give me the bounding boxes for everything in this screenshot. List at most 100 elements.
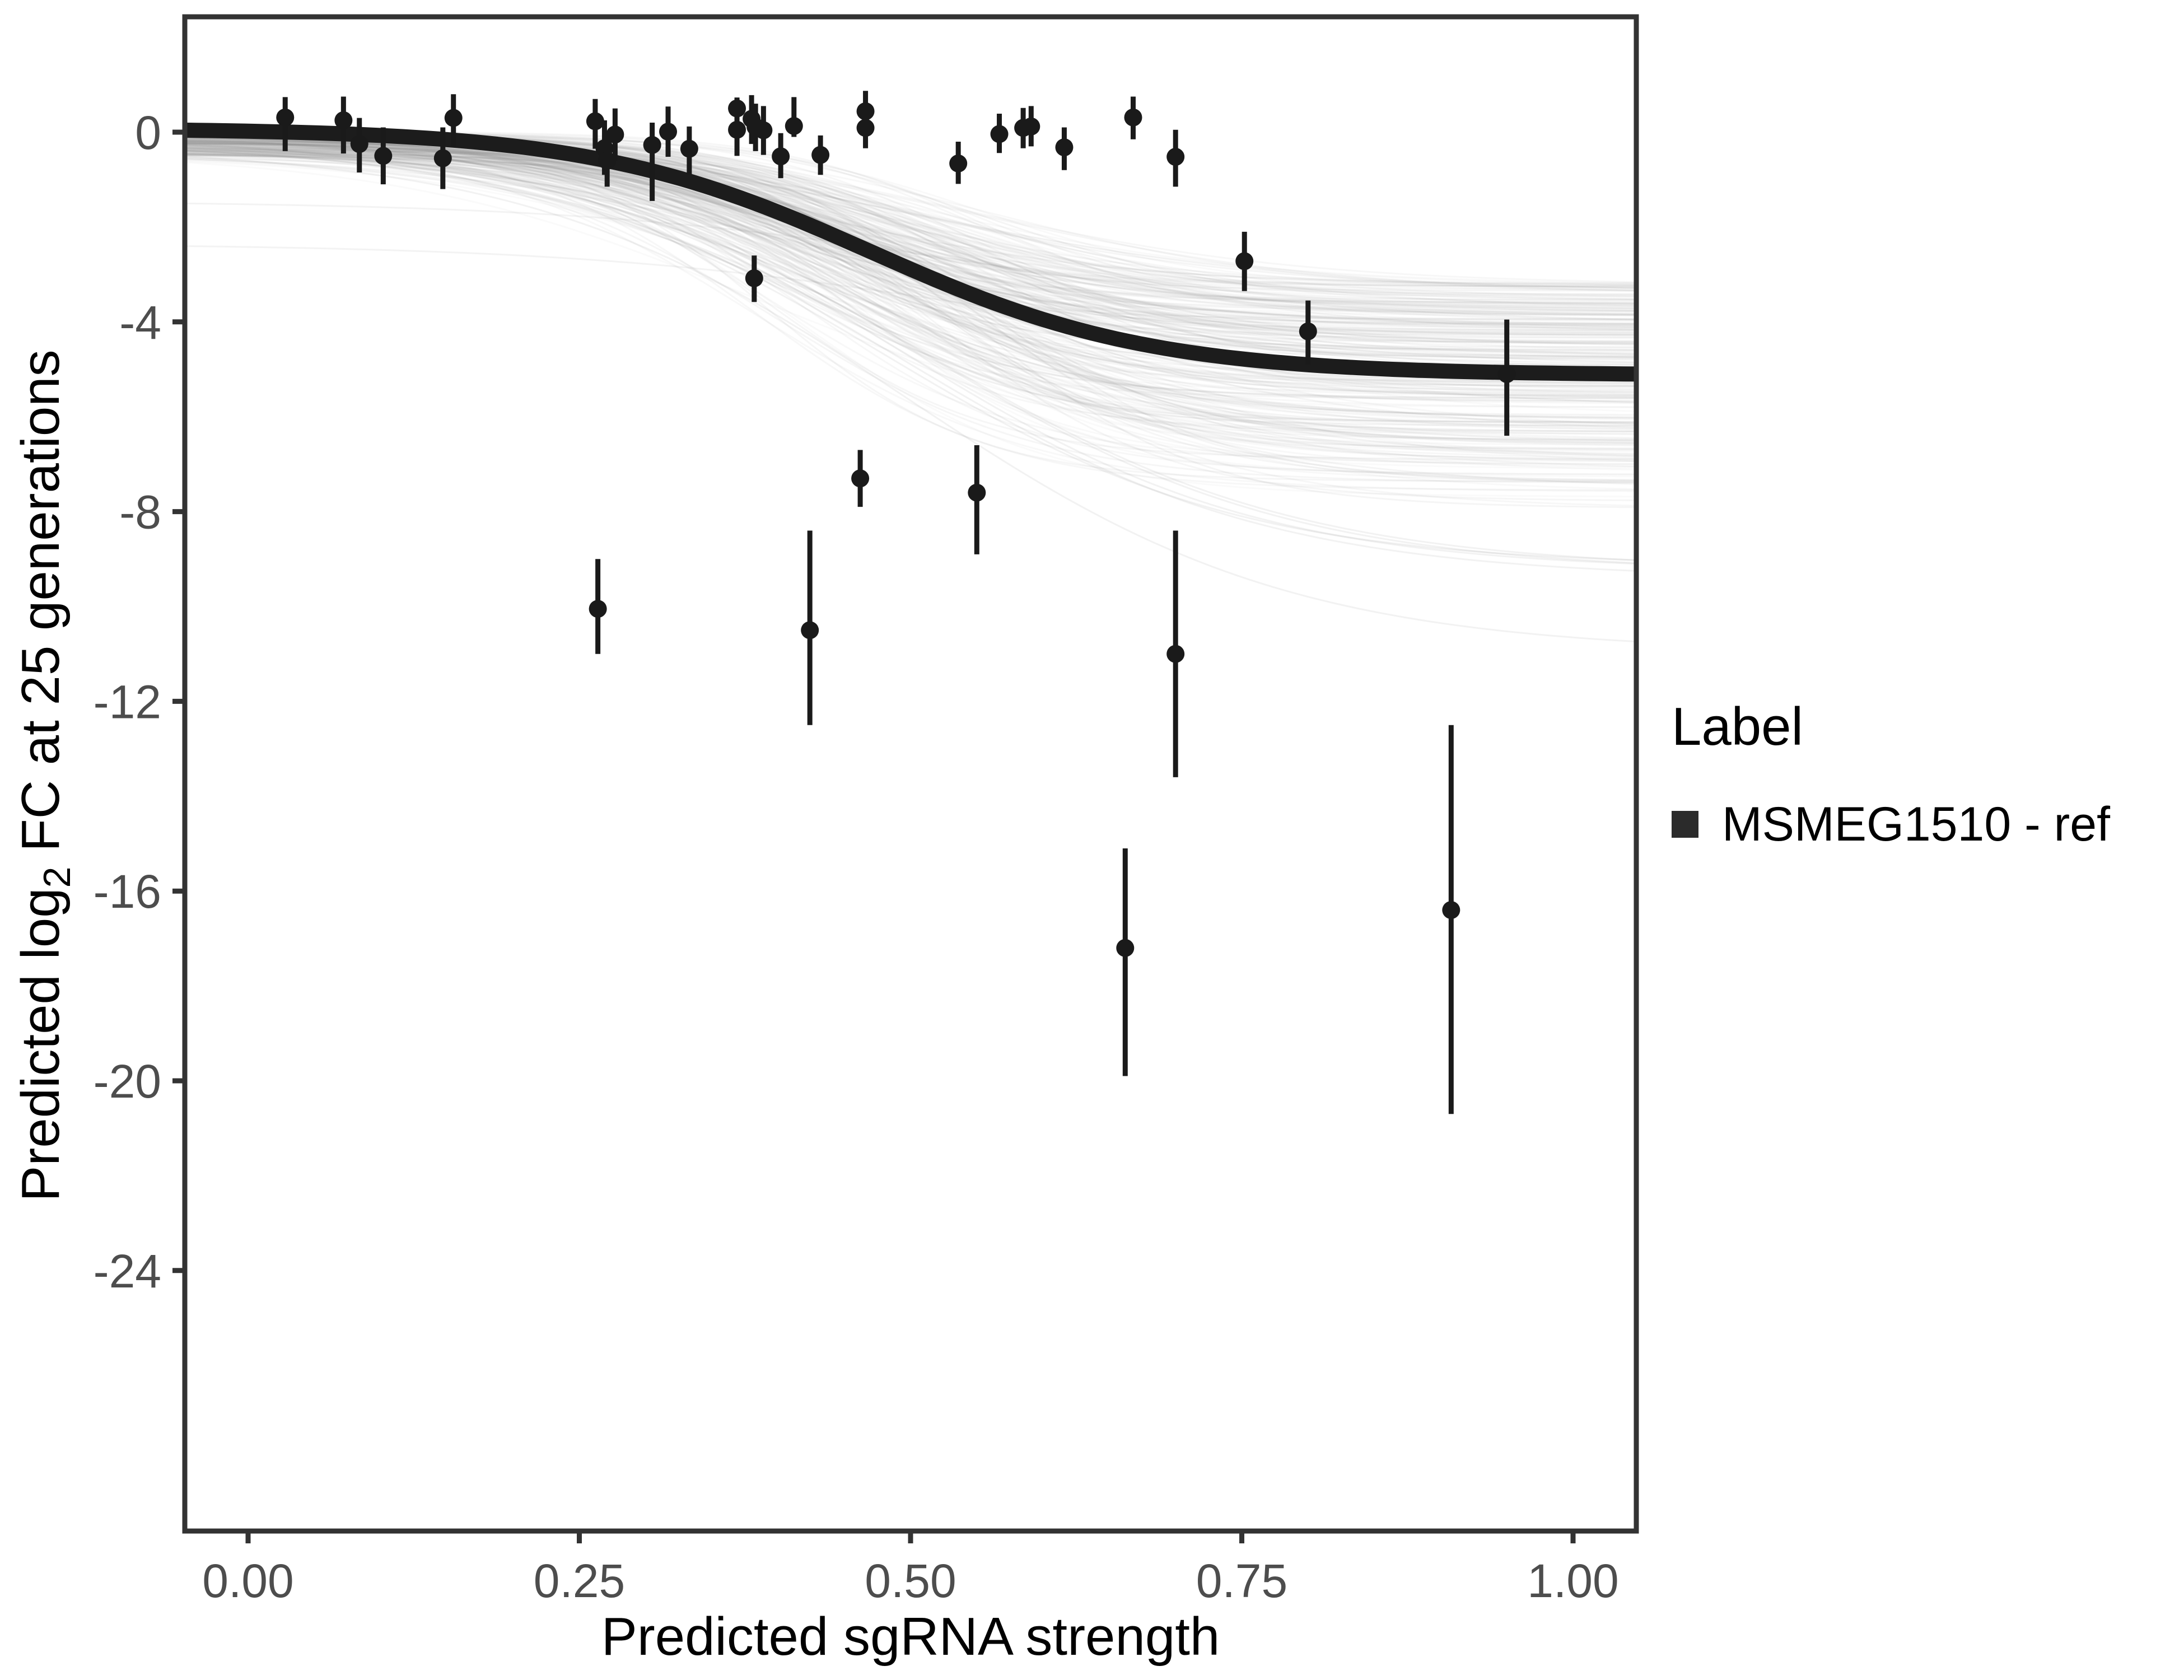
posterior-draw [185,136,1636,296]
posterior-draw [185,136,1636,440]
y-tick-label: -4 [119,296,161,349]
posterior-draw [185,142,1636,384]
posterior-draw [185,137,1636,290]
posterior-draw [185,152,1636,398]
posterior-draw [185,136,1636,393]
mean-curve [185,122,1636,382]
posterior-draw [185,153,1636,348]
data-point [745,269,763,287]
y-tick-label: -12 [94,675,161,728]
data-point [606,125,624,144]
posterior-draw [185,136,1636,352]
data-point [643,136,661,154]
x-tick-label: 0.00 [202,1555,294,1607]
posterior-draw [185,145,1636,565]
data-point [754,121,773,139]
posterior-draw [185,147,1636,320]
y-tick-label: 0 [135,106,161,159]
posterior-draw [185,143,1636,400]
posterior-draw [185,142,1636,356]
x-tick-label: 0.50 [865,1555,956,1607]
posterior-draw [185,148,1636,329]
posterior-draw [185,142,1636,311]
x-axis-title: Predicted sgRNA strength [601,1607,1220,1667]
posterior-draw [185,143,1636,297]
data-point [811,146,830,164]
legend-item-label: MSMEG1510 - ref [1722,797,2110,851]
posterior-draw [185,146,1636,419]
posterior-draw [185,150,1636,307]
posterior-draw [185,143,1636,435]
posterior-draw [185,202,1636,321]
posterior-draw [185,133,1636,450]
posterior-draw [185,144,1636,310]
posterior-draw [185,147,1636,307]
legend-key-square [1672,811,1698,838]
posterior-draw [185,139,1636,335]
posterior-draw [185,156,1636,643]
data-point [680,139,698,158]
posterior-draw [185,147,1636,364]
mean-curve-group [185,122,1636,382]
data-point [1116,939,1135,957]
posterior-draw [185,139,1636,432]
posterior-draw [185,141,1636,462]
posterior-draw [185,150,1636,561]
posterior-draw [185,147,1636,412]
posterior-draw [185,136,1636,426]
posterior-draw [185,160,1636,397]
posterior-draw [185,134,1636,325]
posterior-draw [185,153,1636,408]
data-point [785,116,803,135]
x-axis: 0.00 0.25 0.50 0.75 1.00 [202,1531,1619,1607]
data-point [968,483,986,502]
data-point [1497,365,1516,383]
posterior-draw [185,135,1636,330]
posterior-draw [185,151,1636,345]
posterior-draw [185,142,1636,462]
posterior-draw [185,140,1636,399]
y-tick-label: -16 [94,865,161,918]
posterior-draw [185,146,1636,297]
posterior-draw [185,134,1636,465]
data-point [856,119,875,137]
posterior-draw [185,159,1636,395]
posterior-draw [185,156,1636,436]
posterior-draw [185,141,1636,315]
posterior-draw [185,136,1636,328]
posterior-draw [185,141,1636,459]
posterior-draw [185,143,1636,427]
legend-title: Label [1672,697,1803,757]
data-point [1235,252,1254,270]
data-point [276,108,295,127]
data-point [1124,108,1142,127]
posterior-draw [185,156,1636,344]
posterior-draw [185,148,1636,399]
posterior-draw [185,149,1636,561]
posterior-draw [185,143,1636,492]
posterior-draw [185,134,1636,483]
posterior-draw [185,154,1636,456]
data-point [374,147,393,165]
data-point [334,111,353,129]
posterior-draw [185,146,1636,404]
posterior-draw [185,153,1636,482]
data-point [772,147,790,166]
posterior-draw [185,141,1636,343]
posterior-draw [185,139,1636,289]
posterior-draw [185,141,1636,291]
posterior-draw [185,150,1636,357]
posterior-draws [185,130,1636,643]
posterior-draw [185,142,1636,317]
data-point [801,621,819,640]
posterior-draw [185,155,1636,394]
posterior-draw [185,134,1636,335]
posterior-draw [185,136,1636,442]
data-point [728,99,746,118]
posterior-draw [185,150,1636,572]
posterior-draw [185,138,1636,326]
posterior-draw [185,161,1636,442]
posterior-draw [185,139,1636,452]
